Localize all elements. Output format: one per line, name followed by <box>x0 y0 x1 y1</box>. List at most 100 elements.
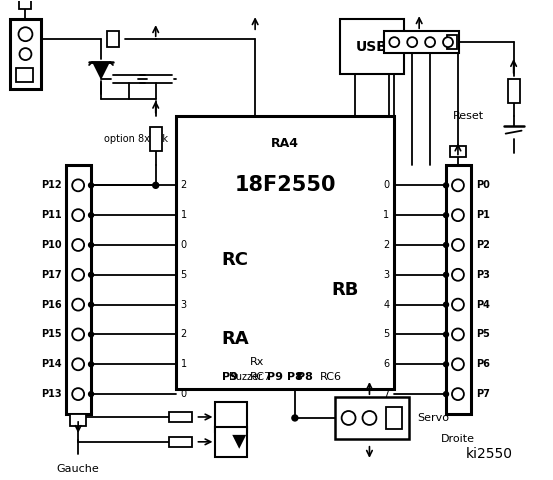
Bar <box>215 402 247 432</box>
Text: 5: 5 <box>181 270 187 280</box>
Circle shape <box>72 388 84 400</box>
Circle shape <box>444 183 448 188</box>
Bar <box>19 0 32 9</box>
Circle shape <box>88 362 93 367</box>
Circle shape <box>72 299 84 311</box>
Circle shape <box>452 299 464 311</box>
Bar <box>107 31 119 47</box>
Text: 0: 0 <box>383 180 389 190</box>
Text: 3: 3 <box>181 300 187 310</box>
Bar <box>215 427 247 457</box>
Text: RC7: RC7 <box>250 372 272 382</box>
Bar <box>508 79 520 103</box>
Text: 3: 3 <box>383 270 389 280</box>
Text: P12: P12 <box>40 180 61 190</box>
Circle shape <box>88 242 93 248</box>
Circle shape <box>452 180 464 192</box>
Text: 6: 6 <box>383 359 389 369</box>
Text: 0: 0 <box>181 389 187 399</box>
Bar <box>66 166 91 414</box>
Polygon shape <box>232 435 246 449</box>
Bar <box>450 145 466 157</box>
Polygon shape <box>92 62 110 80</box>
Text: P2: P2 <box>476 240 490 250</box>
Text: P6: P6 <box>476 359 490 369</box>
Text: P10: P10 <box>40 240 61 250</box>
Text: 0: 0 <box>181 240 187 250</box>
Text: Buzzer: Buzzer <box>229 372 262 382</box>
Text: 2: 2 <box>181 180 187 190</box>
Text: P13: P13 <box>40 389 61 399</box>
Text: P15: P15 <box>40 329 61 339</box>
Circle shape <box>88 332 93 337</box>
Bar <box>387 407 402 429</box>
Bar <box>340 19 404 74</box>
Circle shape <box>452 358 464 370</box>
Circle shape <box>153 182 159 188</box>
Text: 2: 2 <box>383 240 389 250</box>
Text: RA4: RA4 <box>271 137 299 150</box>
Circle shape <box>444 302 448 307</box>
Text: P4: P4 <box>476 300 490 310</box>
Circle shape <box>88 302 93 307</box>
Circle shape <box>72 239 84 251</box>
Circle shape <box>444 332 448 337</box>
Circle shape <box>292 415 298 421</box>
Text: option 8x22k: option 8x22k <box>104 133 168 144</box>
Bar <box>335 397 409 439</box>
Text: P9: P9 <box>267 372 283 382</box>
Text: P8: P8 <box>297 372 313 382</box>
Text: P7: P7 <box>476 389 490 399</box>
Circle shape <box>88 272 93 277</box>
Circle shape <box>389 37 399 47</box>
Circle shape <box>19 48 32 60</box>
Bar <box>70 414 86 426</box>
Circle shape <box>452 269 464 281</box>
Text: 5: 5 <box>383 329 389 339</box>
Circle shape <box>342 411 356 425</box>
Circle shape <box>88 183 93 188</box>
Circle shape <box>443 37 453 47</box>
Circle shape <box>444 362 448 367</box>
Circle shape <box>18 27 33 41</box>
Circle shape <box>452 388 464 400</box>
Text: 2: 2 <box>181 329 187 339</box>
Text: RC: RC <box>222 251 249 269</box>
Circle shape <box>72 328 84 340</box>
Circle shape <box>72 269 84 281</box>
Circle shape <box>425 37 435 47</box>
Circle shape <box>72 209 84 221</box>
Circle shape <box>452 328 464 340</box>
Circle shape <box>452 239 464 251</box>
Circle shape <box>444 213 448 217</box>
Text: RA: RA <box>221 330 249 348</box>
Text: 18F2550: 18F2550 <box>234 175 336 195</box>
Circle shape <box>444 242 448 248</box>
Text: P5: P5 <box>476 329 490 339</box>
Circle shape <box>363 411 377 425</box>
Text: P17: P17 <box>40 270 61 280</box>
Text: P8: P8 <box>287 372 303 382</box>
Text: Gauche: Gauche <box>57 464 100 474</box>
Text: Rx: Rx <box>250 357 264 367</box>
Circle shape <box>72 358 84 370</box>
Circle shape <box>88 213 93 217</box>
Text: P9: P9 <box>222 372 238 382</box>
Bar <box>169 437 192 447</box>
Bar <box>384 31 459 53</box>
Text: USB: USB <box>356 40 388 54</box>
Text: 1: 1 <box>181 210 187 220</box>
Text: Servo: Servo <box>417 413 449 423</box>
Text: P16: P16 <box>40 300 61 310</box>
Bar <box>169 412 192 422</box>
Bar <box>447 35 457 49</box>
Circle shape <box>444 272 448 277</box>
Text: 4: 4 <box>383 300 389 310</box>
Text: 1: 1 <box>181 359 187 369</box>
Text: P14: P14 <box>40 359 61 369</box>
Text: P11: P11 <box>40 210 61 220</box>
Bar <box>150 127 161 151</box>
Circle shape <box>452 209 464 221</box>
Text: P0: P0 <box>476 180 490 190</box>
Circle shape <box>407 37 417 47</box>
